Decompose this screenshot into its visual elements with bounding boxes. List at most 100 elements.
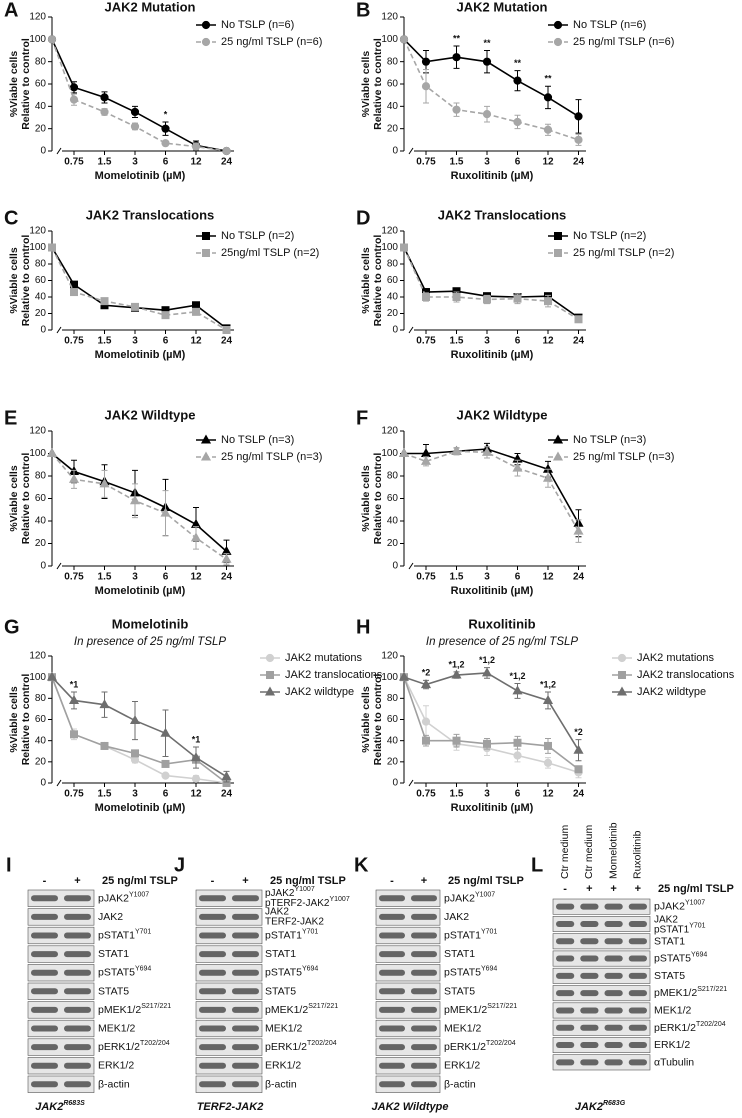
x-tick-label: 1.5 [450,572,464,583]
blot-panel: I - +25 ng/ml TSLP pJAK2Y1007 JAK2 pSTAT1Y701… [6,854,178,1113]
x-tick-label: 12 [542,789,554,800]
label: JAK2R683G [575,1100,626,1113]
blot-strip [375,1057,441,1075]
band [31,913,58,920]
series-line [51,676,227,784]
x-tick-label: 0.75 [64,572,84,583]
legend-marker [553,37,563,47]
series-line [51,247,227,331]
marker [421,57,431,66]
blot-strip [552,1002,651,1019]
y-tick-label: 40 [387,292,399,303]
treatment-label: 25 ng/ml TSLP [270,875,346,887]
band [31,1081,58,1088]
marker [421,717,431,726]
label-text: TERF2-JAK2 [197,1101,264,1113]
legend-marker [554,232,562,240]
legend-marker [617,653,627,663]
label-text: STAT5 [98,985,129,997]
blot-strip [27,1019,95,1038]
x-tick-label: 0.75 [64,157,84,168]
significance: *1,2 [540,679,556,689]
band [556,1042,575,1049]
band [556,938,575,945]
blot-strip [27,889,95,907]
y-tick-label: 40 [35,516,47,527]
band [556,903,575,910]
label-text: JAK2 [265,906,289,917]
blot-panel: K - +25 ng/ml TSLP pJAK2Y1007 JAK2 pSTAT1Y701… [354,854,524,1113]
marker [190,752,202,762]
legend-label: 25 ng/ml TSLP (n=3) [573,451,674,463]
band [64,1025,91,1032]
x-axis-label: Momelotinib (µM) [95,585,186,597]
y-tick-label: 40 [35,735,47,746]
marker [574,315,583,324]
blot-strip [195,1001,263,1019]
x-tick-label: 3 [132,789,138,800]
label: ERK1/2 [265,1059,301,1071]
y-axis-label: %Viable cells [8,51,20,118]
series-line [51,39,227,152]
label-superscript: R683S [63,1100,85,1107]
label: MEK1/2 [265,1022,303,1034]
band [411,913,437,920]
label-text: TERF2-JAK2 [265,916,324,927]
axis-break [408,779,414,787]
marker [99,478,110,488]
y-axis-label: Relative to control [372,235,384,327]
label-text: JAK2 [444,911,469,923]
marker [161,139,170,148]
band [379,1044,405,1051]
band [628,990,647,997]
label-text: pMEK1/2 [265,1004,308,1016]
y-tick-label: 0 [392,778,398,789]
marker [68,473,80,483]
band [556,1024,575,1031]
legend-label: No TSLP (n=6) [573,19,646,31]
marker [452,736,461,745]
band [411,988,437,995]
x-tick-label: 6 [163,336,169,347]
legend-marker [552,451,564,461]
label: ERK1/2 [444,1059,480,1071]
significance: *1,2 [448,659,464,669]
band [379,969,405,976]
band [411,932,437,939]
band [31,1062,58,1069]
panel-letter: H [356,616,370,638]
y-tick-label: 60 [387,493,399,504]
label: pJAK2Y1007 [654,899,705,912]
series-line [51,39,227,152]
y-tick-label: 20 [387,123,399,134]
band [31,988,58,995]
band [379,1006,405,1013]
marker [48,243,56,252]
lane-header: Ruxolitinib [632,830,644,879]
panel-letter: E [4,407,17,429]
y-axis-label: %Viable cells [360,465,372,532]
y-tick-label: 60 [35,714,47,725]
band [199,932,226,939]
band [580,1042,599,1049]
y-tick-label: 0 [40,561,46,572]
label-superscript: Y1007 [294,886,314,893]
y-tick-label: 100 [381,242,398,253]
legend-label: JAK2 wildtype [285,686,354,698]
label-text: STAT5 [444,985,475,997]
treatment-label: 25 ng/ml TSLP [448,875,524,887]
y-tick-label: 0 [392,325,398,336]
panel-letter: A [4,0,18,21]
y-tick-label: 0 [40,146,46,157]
y-tick-label: 20 [387,756,399,767]
band [379,951,405,958]
label-superscript: Y694 [691,951,707,958]
blot-strip [195,1075,263,1093]
y-tick-label: 80 [387,693,399,704]
lane-sign: - [43,875,47,887]
blot-strip [552,950,651,967]
band [64,932,91,939]
label: JAK2 [444,911,469,923]
chart-subtitle: In presence of 25 ng/ml TSLP [74,636,226,648]
